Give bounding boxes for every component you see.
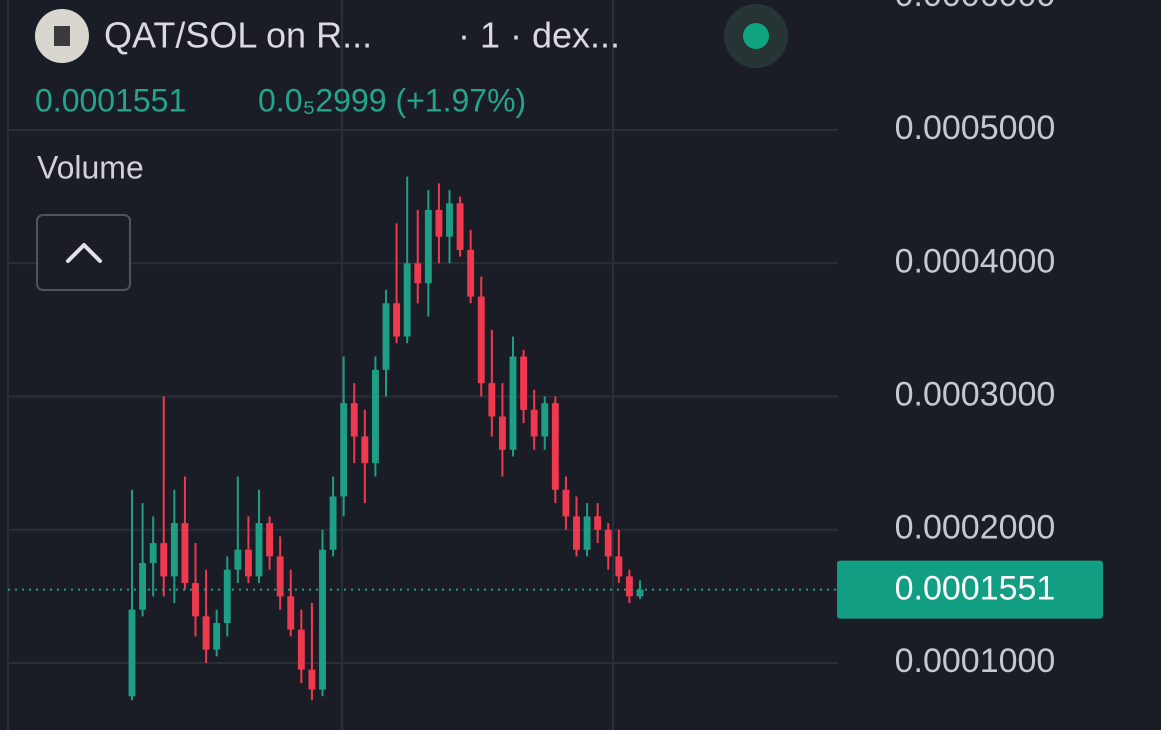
y-tick-label: 0.0001000 [895, 642, 1056, 680]
candle-body [170, 523, 178, 577]
volume-label: Volume [37, 149, 144, 185]
pair-subtitle: · 1 · dex... [458, 15, 620, 56]
candle-body [424, 209, 432, 284]
candle-body [139, 563, 147, 610]
candle-body [615, 556, 623, 577]
status-dot [743, 23, 769, 49]
candle-body [371, 369, 379, 464]
candle-body [255, 523, 263, 577]
candle-body [551, 403, 559, 490]
candle-body [446, 203, 453, 237]
y-tick-label: 0.0005000 [895, 109, 1056, 147]
pair-title: QAT/SOL on R... [104, 15, 372, 56]
candle-body [297, 629, 305, 670]
candles [128, 176, 644, 701]
y-tick-label: 0.0006000 [895, 0, 1056, 14]
candle-body [266, 523, 274, 557]
candle-body [213, 623, 221, 650]
candle-body [308, 669, 316, 690]
candle-body [498, 416, 506, 450]
last-price-tag [837, 560, 1103, 619]
candle-body [382, 303, 390, 370]
candle-body [244, 549, 252, 577]
candle-body [414, 263, 422, 284]
candle-body [234, 549, 242, 570]
candle-body [583, 516, 591, 550]
candle-body [530, 409, 538, 437]
price-change: 0.0₅2999 (+1.97%) [258, 82, 526, 118]
candle-body [128, 609, 136, 697]
candle-body [520, 356, 528, 410]
candle-body [625, 576, 633, 597]
candle-body [467, 249, 475, 297]
candle-body [562, 489, 570, 517]
candle-body [149, 543, 157, 564]
candle-body [340, 403, 348, 497]
candle-body [223, 569, 231, 624]
candle-body [541, 403, 549, 437]
candle-body [594, 516, 602, 530]
grid [8, 129, 838, 664]
candle-body [636, 589, 644, 597]
candle-body [477, 296, 485, 384]
candle-body [287, 596, 295, 630]
candle-body [160, 543, 168, 577]
candle-body [361, 436, 369, 464]
price: 0.0001551 [35, 82, 186, 118]
candle-body [192, 583, 199, 617]
y-tick-label: 0.0002000 [895, 509, 1056, 547]
chevron-up [66, 243, 102, 263]
collapse-button[interactable] [36, 214, 131, 291]
candle-body [403, 263, 411, 337]
candle-body [456, 203, 464, 250]
y-tick-label: 0.0004000 [895, 242, 1056, 280]
candle-body [435, 209, 443, 237]
last-price-label: 0.0001551 [895, 570, 1056, 608]
candle-body [319, 549, 326, 690]
candle-body [393, 303, 401, 337]
y-tick-label: 0.0003000 [895, 375, 1056, 413]
candle-body [329, 496, 337, 550]
candle-body [181, 523, 189, 584]
candle-body [350, 403, 358, 437]
candle-body [202, 616, 210, 650]
candle-body [604, 529, 612, 557]
candle-body [276, 556, 284, 597]
candle-body [488, 383, 496, 417]
candle-body [573, 516, 580, 550]
token-avatar-icon [54, 26, 70, 46]
candle-body [509, 356, 517, 450]
overlay: 0.0006000 0.0005000 0.0004000 0.0003000 0.00… [8, 0, 1103, 680]
